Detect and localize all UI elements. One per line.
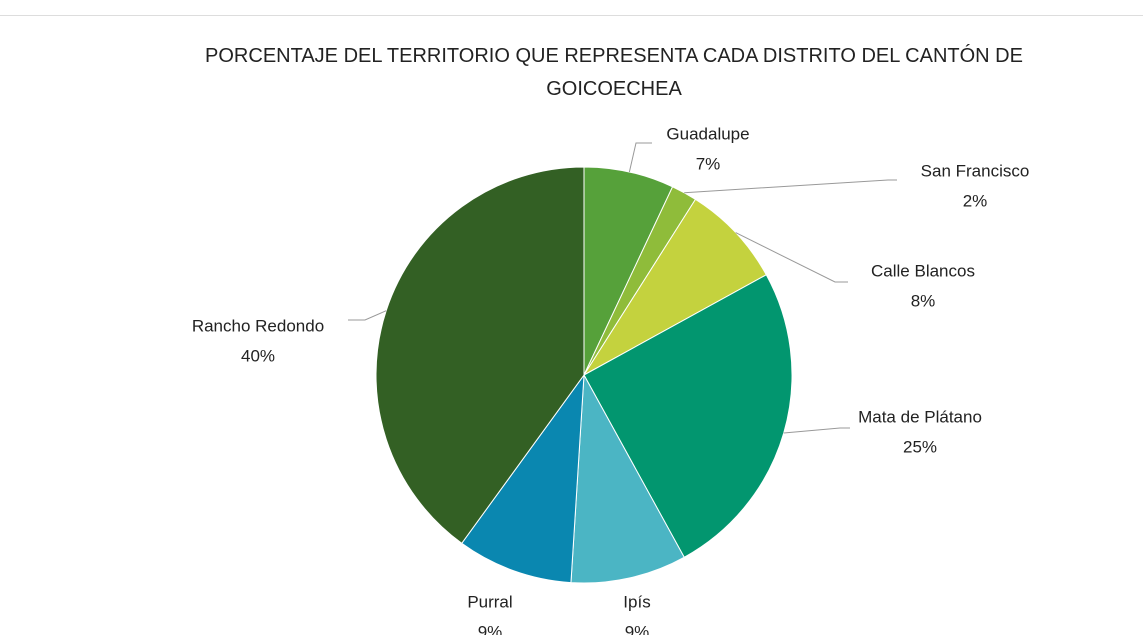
- category-label: Purral: [467, 592, 512, 611]
- value-label: 7%: [696, 154, 721, 173]
- category-label: San Francisco: [921, 161, 1030, 180]
- value-label: 9%: [625, 622, 650, 635]
- chart-title: PORCENTAJE DEL TERRITORIO QUE REPRESENTA…: [205, 45, 1023, 100]
- category-label: Guadalupe: [666, 124, 749, 143]
- leader-line: [684, 179, 897, 194]
- pie-slice: [570, 373, 685, 584]
- value-label: 8%: [911, 291, 936, 310]
- pie-slice: [583, 198, 767, 376]
- value-label: 2%: [963, 191, 988, 210]
- value-label: 9%: [478, 622, 503, 635]
- leader-line: [783, 427, 850, 434]
- category-label: Rancho Redondo: [192, 316, 324, 335]
- leader-line: [735, 232, 848, 283]
- separator: [0, 15, 1143, 16]
- leader-line: [348, 310, 387, 321]
- category-label: Calle Blancos: [871, 261, 975, 280]
- leader-line: [628, 142, 652, 173]
- value-label: 25%: [903, 437, 937, 456]
- category-label: Mata de Plátano: [858, 407, 982, 426]
- category-label: Ipís: [623, 592, 650, 611]
- value-label: 40%: [241, 346, 275, 365]
- pie-slice: [461, 373, 585, 584]
